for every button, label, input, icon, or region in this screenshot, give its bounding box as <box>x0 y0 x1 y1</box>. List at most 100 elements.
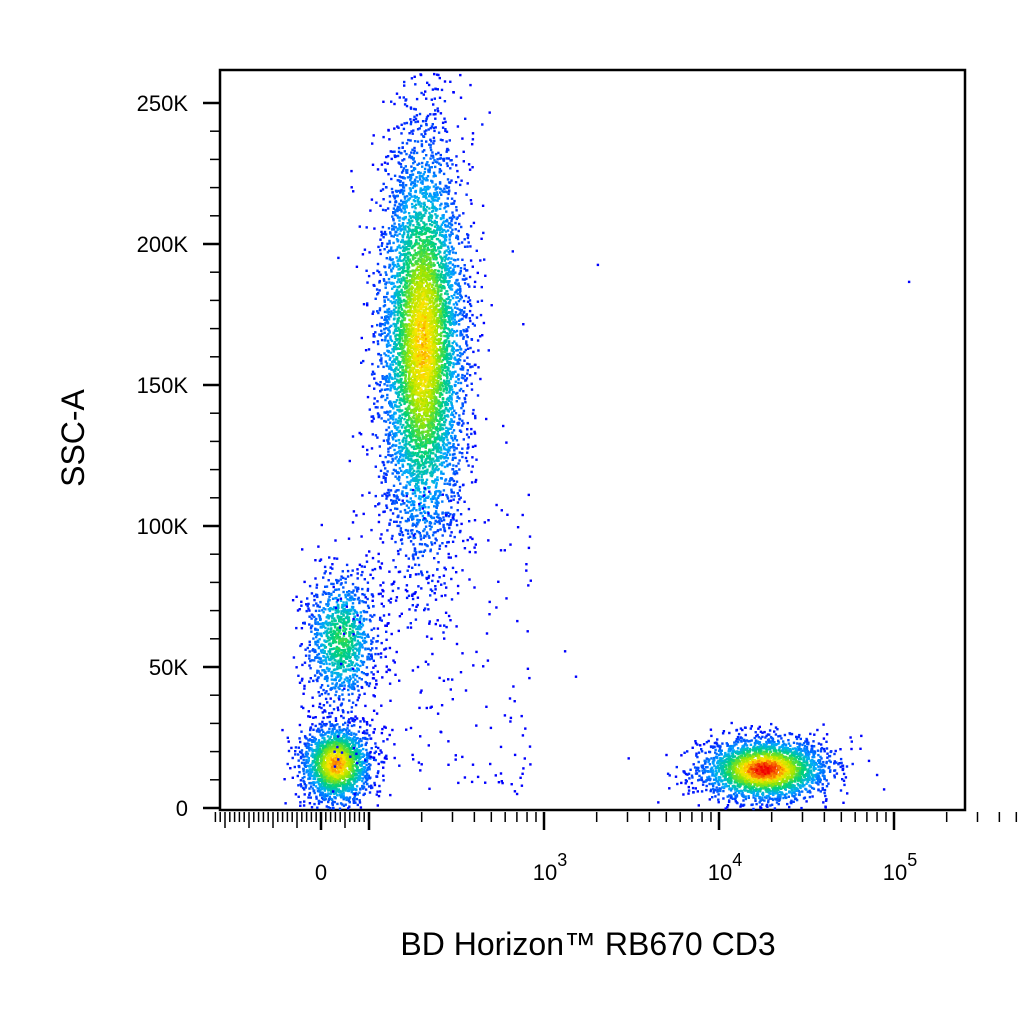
data-point <box>425 154 428 157</box>
data-point <box>402 96 405 99</box>
data-point <box>417 429 420 432</box>
data-point <box>411 382 415 385</box>
data-point <box>399 229 402 232</box>
data-point <box>438 96 442 99</box>
data-point <box>384 433 388 436</box>
data-point <box>407 294 410 297</box>
data-point <box>410 233 413 237</box>
data-point <box>434 336 437 339</box>
data-point <box>427 486 430 490</box>
data-point <box>389 249 393 253</box>
data-point <box>387 426 391 429</box>
data-point <box>400 330 403 333</box>
data-point <box>440 364 444 367</box>
data-point <box>351 435 355 438</box>
data-point <box>463 330 466 333</box>
data-point <box>377 270 381 274</box>
data-point <box>456 492 459 495</box>
data-point <box>456 216 459 219</box>
data-point <box>420 262 424 265</box>
data-point <box>407 536 410 539</box>
data-point <box>459 355 462 358</box>
data-point <box>350 186 353 189</box>
data-point <box>441 126 445 129</box>
data-point <box>418 412 421 416</box>
data-point <box>443 356 446 359</box>
data-point <box>428 298 432 301</box>
data-point <box>410 305 414 308</box>
data-point <box>421 182 424 185</box>
data-point <box>432 531 435 534</box>
data-point <box>411 132 414 135</box>
data-point <box>373 372 376 375</box>
data-point <box>414 364 417 367</box>
data-point <box>394 342 397 346</box>
data-point <box>404 280 407 284</box>
data-point <box>437 413 440 416</box>
data-point <box>397 393 401 396</box>
data-point <box>404 383 408 386</box>
data-point <box>442 235 445 239</box>
data-point <box>407 519 410 522</box>
data-point <box>414 618 418 621</box>
data-point <box>409 535 412 538</box>
data-point <box>427 402 430 405</box>
data-point <box>440 293 443 296</box>
data-point <box>403 381 406 384</box>
data-point <box>429 261 432 264</box>
data-point <box>434 342 438 345</box>
data-point <box>427 382 431 385</box>
data-point <box>439 377 442 381</box>
data-point <box>423 498 426 501</box>
data-point <box>414 233 418 236</box>
data-point <box>400 374 403 377</box>
data-point <box>399 409 403 413</box>
data-point <box>437 321 440 325</box>
data-point <box>454 322 458 325</box>
data-point <box>439 251 442 254</box>
data-point <box>408 227 411 230</box>
data-point <box>421 355 424 358</box>
data-point <box>449 288 452 291</box>
data-point <box>395 494 399 497</box>
data-point <box>394 189 398 193</box>
data-point <box>401 389 404 392</box>
data-point <box>436 273 439 276</box>
data-point <box>451 232 454 235</box>
data-point <box>390 177 393 181</box>
data-point <box>446 457 450 460</box>
data-point <box>405 260 408 263</box>
data-point <box>376 340 380 343</box>
data-point <box>444 568 447 571</box>
data-point <box>382 236 385 239</box>
data-point <box>449 427 452 430</box>
data-point <box>471 313 474 317</box>
data-point <box>458 485 462 489</box>
data-point <box>426 267 429 270</box>
data-point <box>384 411 388 414</box>
data-point <box>417 497 421 500</box>
data-point <box>437 151 440 155</box>
data-point <box>398 524 401 528</box>
data-point <box>419 383 423 386</box>
data-point <box>453 323 456 326</box>
data-point <box>454 554 458 558</box>
data-point <box>428 288 431 291</box>
data-point <box>443 100 447 103</box>
data-point <box>451 317 455 320</box>
data-point <box>407 363 410 367</box>
data-point <box>409 540 413 543</box>
data-point <box>384 315 387 319</box>
data-point <box>461 419 464 422</box>
data-point <box>440 193 443 196</box>
data-point <box>416 452 420 455</box>
data-point <box>397 328 401 331</box>
data-point <box>424 313 427 316</box>
data-point <box>436 208 439 211</box>
data-point <box>422 239 425 242</box>
data-point <box>444 273 447 277</box>
data-point <box>424 439 428 442</box>
data-point <box>381 375 384 378</box>
data-point <box>428 461 431 464</box>
